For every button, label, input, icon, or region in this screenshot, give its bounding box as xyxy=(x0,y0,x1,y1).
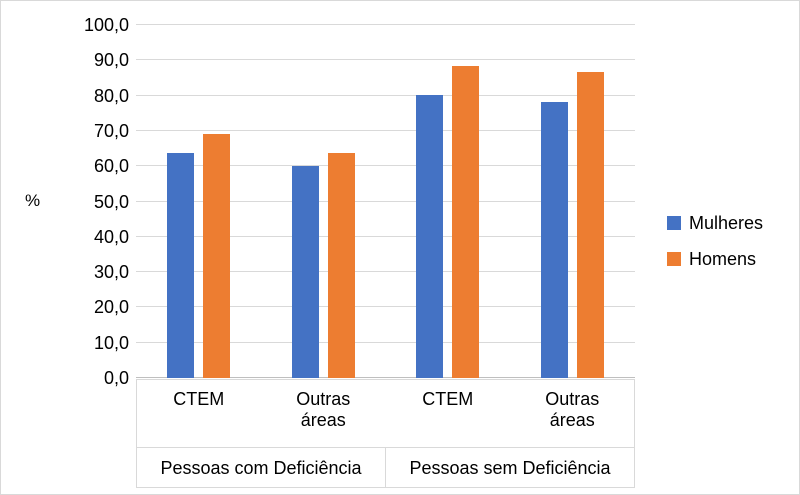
gridline xyxy=(136,59,635,61)
category-label-text: CTEM xyxy=(422,389,474,409)
legend-label: Mulheres xyxy=(689,213,764,233)
axis-baseline xyxy=(136,377,635,378)
y-axis-tick-label: 50,0 xyxy=(93,191,129,212)
gridline xyxy=(136,129,635,131)
category-label-3: Outras áreas xyxy=(509,380,635,447)
y-axis-tick-label: 30,0 xyxy=(93,262,129,283)
category-label-1: Outras áreas xyxy=(260,380,386,447)
category-label-2: CTEM xyxy=(385,380,510,447)
y-axis-tick-label: 10,0 xyxy=(93,332,129,353)
legend-swatch-icon xyxy=(667,216,681,230)
category-label-text: CTEM xyxy=(173,389,225,409)
legend-label: Homens xyxy=(689,249,757,269)
category-label-table: CTEM Outras áreas CTEM Outras áreas Pessoas… xyxy=(136,379,635,488)
bar-mulheres-1 xyxy=(291,165,319,378)
category-label-0: CTEM xyxy=(137,380,261,447)
gridline xyxy=(136,306,635,308)
y-axis-tick-label: 40,0 xyxy=(93,226,129,247)
chart-legend: Mulheres Homens xyxy=(667,214,763,268)
y-axis-tick-label: 90,0 xyxy=(93,50,129,71)
legend-item-mulheres[interactable]: Mulheres xyxy=(667,214,763,232)
bar-homens-1 xyxy=(327,153,355,378)
category-row: CTEM Outras áreas CTEM Outras áreas xyxy=(137,380,634,447)
bar-mulheres-2 xyxy=(416,94,444,378)
gridline xyxy=(136,235,635,237)
gridline xyxy=(136,94,635,96)
bar-mulheres-0 xyxy=(166,153,194,378)
group-row: Pessoas com Deficiência Pessoas sem Defic… xyxy=(137,447,634,487)
gridline xyxy=(136,341,635,343)
category-label-text: Outras áreas xyxy=(545,389,600,431)
y-axis-tick-label: 100,0 xyxy=(83,15,129,35)
gridline xyxy=(136,24,635,25)
gridline xyxy=(136,271,635,273)
bar-mulheres-3 xyxy=(541,101,569,378)
y-axis-tick-label: 70,0 xyxy=(93,120,129,141)
y-axis-tick-labels: 100,0 90,0 80,0 70,0 60,0 50,0 40,0 30,0 20,0 10,… xyxy=(57,1,129,494)
category-label-text: Outras áreas xyxy=(296,389,351,431)
bar-homens-3 xyxy=(577,71,605,378)
y-axis-tick-label: 20,0 xyxy=(93,297,129,318)
plot-area xyxy=(136,24,635,378)
legend-swatch-icon xyxy=(667,252,681,266)
gridline xyxy=(136,200,635,202)
bar-homens-2 xyxy=(452,65,480,378)
gridline xyxy=(136,165,635,167)
y-axis-title: % xyxy=(25,191,41,210)
y-axis-tick-label: 80,0 xyxy=(93,85,129,106)
y-axis-tick-label: 0,0 xyxy=(103,368,129,388)
group-label-0: Pessoas com Deficiência xyxy=(160,457,362,478)
bar-homens-0 xyxy=(202,134,230,378)
group-label-1: Pessoas sem Deficiência xyxy=(385,448,634,487)
legend-item-homens[interactable]: Homens xyxy=(667,250,763,268)
y-axis-tick-label: 60,0 xyxy=(93,156,129,177)
